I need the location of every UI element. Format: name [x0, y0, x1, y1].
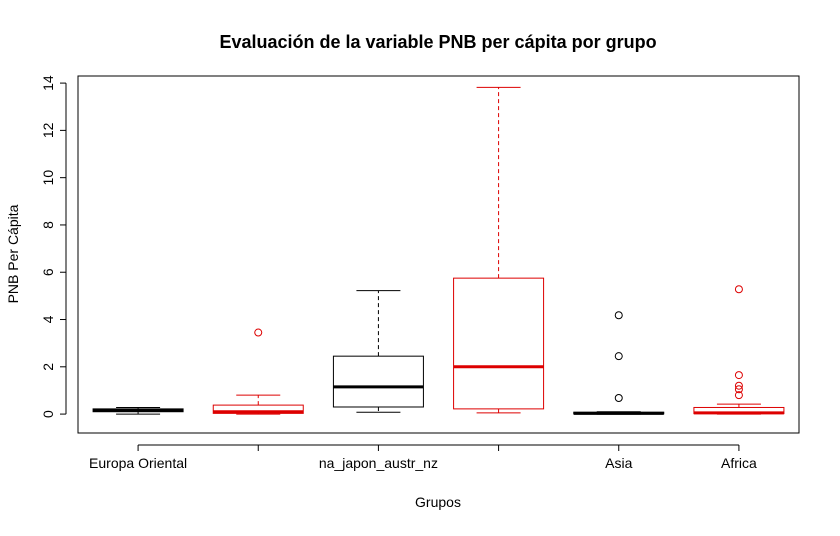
outlier-point — [734, 371, 743, 380]
box-group — [453, 86, 545, 414]
outlier-point — [254, 328, 263, 337]
box-group — [332, 290, 424, 413]
y-tick-label: 8 — [40, 221, 56, 229]
outlier-point — [734, 385, 743, 394]
y-tick-label: 14 — [40, 75, 56, 91]
outlier-point — [734, 285, 743, 294]
outlier-point — [734, 391, 743, 400]
y-axis-label: PNB Per Cápita — [5, 204, 21, 303]
chart-title: Evaluación de la variable PNB per cápita… — [219, 32, 656, 52]
x-axis: Europa Oriental na_japon_austr_nz Asia Afri… — [89, 444, 757, 471]
y-tick-label: 2 — [40, 363, 56, 371]
box-group — [573, 311, 665, 415]
box-group — [92, 406, 184, 415]
y-tick-label: 10 — [40, 170, 56, 186]
plot-frame — [77, 75, 800, 434]
x-tick-label: Africa — [721, 455, 757, 471]
box-iqr — [212, 404, 304, 414]
outlier-point — [614, 311, 623, 320]
y-tick-label: 4 — [40, 315, 56, 323]
boxes-layer — [92, 86, 785, 415]
y-tick-label: 6 — [40, 268, 56, 276]
y-tick-label: 12 — [40, 122, 56, 138]
box-iqr — [453, 277, 545, 410]
x-tick-label: Europa Oriental — [89, 455, 187, 471]
x-axis-label: Grupos — [415, 494, 461, 510]
box-group — [693, 285, 785, 415]
box-group — [212, 328, 304, 415]
y-tick-label: 0 — [40, 410, 56, 418]
outlier-point — [614, 394, 623, 403]
x-tick-label: Asia — [605, 455, 632, 471]
outlier-point — [614, 352, 623, 361]
outlier-point — [734, 381, 743, 390]
y-axis: 0 2 4 6 8 10 12 14 — [40, 75, 67, 418]
box-iqr — [332, 355, 424, 408]
x-tick-label: na_japon_austr_nz — [319, 455, 438, 471]
